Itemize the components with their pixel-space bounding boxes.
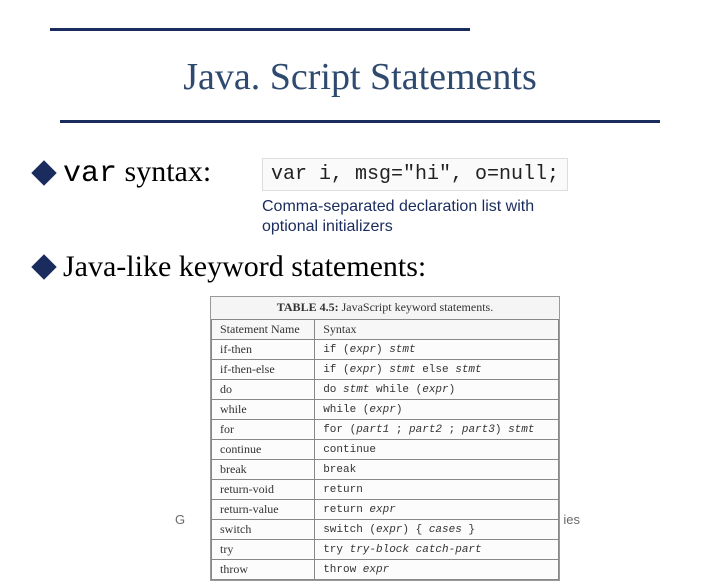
footer-left-fragment: G [175,512,185,527]
cell-syntax: continue [315,440,559,460]
cell-syntax: do stmt while (expr) [315,380,559,400]
cell-syntax: return expr [315,500,559,520]
cell-syntax: throw expr [315,560,559,580]
cell-statement-name: throw [212,560,315,580]
note-text: Comma-separated declaration list with op… [262,197,534,237]
top-rule [50,28,470,31]
bullet1-rest: syntax: [117,155,211,188]
table-header-row: Statement Name Syntax [212,320,559,340]
bullet-java-like: Java-like keyword statements: [35,250,426,284]
cell-statement-name: if-then-else [212,360,315,380]
table-caption: TABLE 4.5: JavaScript keyword statements… [211,297,559,319]
table-row: if-then-elseif (expr) stmt else stmt [212,360,559,380]
cell-statement-name: switch [212,520,315,540]
table-row: if-thenif (expr) stmt [212,340,559,360]
cell-syntax: try try-block catch-part [315,540,559,560]
cell-statement-name: break [212,460,315,480]
table-row: return-valuereturn expr [212,500,559,520]
var-keyword: var [63,157,117,191]
cell-statement-name: for [212,420,315,440]
code-example: var i, msg="hi", o=null; [262,158,568,191]
table-row: switchswitch (expr) { cases } [212,520,559,540]
col-statement-name: Statement Name [212,320,315,340]
bullet-var-syntax: var syntax: [35,155,211,191]
diamond-bullet-icon [31,254,56,279]
cell-statement-name: do [212,380,315,400]
note-line1: Comma-separated declaration list with [262,198,534,215]
table-row: return-voidreturn [212,480,559,500]
cell-statement-name: if-then [212,340,315,360]
col-syntax: Syntax [315,320,559,340]
cell-statement-name: try [212,540,315,560]
table-row: whilewhile (expr) [212,400,559,420]
caption-rest: JavaScript keyword statements. [339,300,494,314]
caption-prefix: TABLE 4.5: [277,300,339,314]
diamond-bullet-icon [31,160,56,185]
cell-syntax: if (expr) stmt [315,340,559,360]
table-row: forfor (part1 ; part2 ; part3) stmt [212,420,559,440]
cell-syntax: switch (expr) { cases } [315,520,559,540]
table-row: continuecontinue [212,440,559,460]
title-underline [60,120,660,123]
cell-statement-name: return-void [212,480,315,500]
statements-table-wrap: TABLE 4.5: JavaScript keyword statements… [210,296,560,581]
table-row: trytry try-block catch-part [212,540,559,560]
cell-syntax: if (expr) stmt else stmt [315,360,559,380]
table-row: dodo stmt while (expr) [212,380,559,400]
cell-statement-name: while [212,400,315,420]
table-row: breakbreak [212,460,559,480]
cell-statement-name: return-value [212,500,315,520]
cell-syntax: while (expr) [315,400,559,420]
slide-title: Java. Script Statements [0,55,720,99]
note-line2: optional initializers [262,218,393,235]
cell-syntax: for (part1 ; part2 ; part3) stmt [315,420,559,440]
bullet2-text: Java-like keyword statements: [63,250,426,284]
table-row: throwthrow expr [212,560,559,580]
statements-table: Statement Name Syntax if-thenif (expr) s… [211,319,559,580]
cell-syntax: break [315,460,559,480]
cell-syntax: return [315,480,559,500]
footer-right-fragment: ies [563,512,580,527]
cell-statement-name: continue [212,440,315,460]
bullet1-text: var syntax: [63,155,211,191]
